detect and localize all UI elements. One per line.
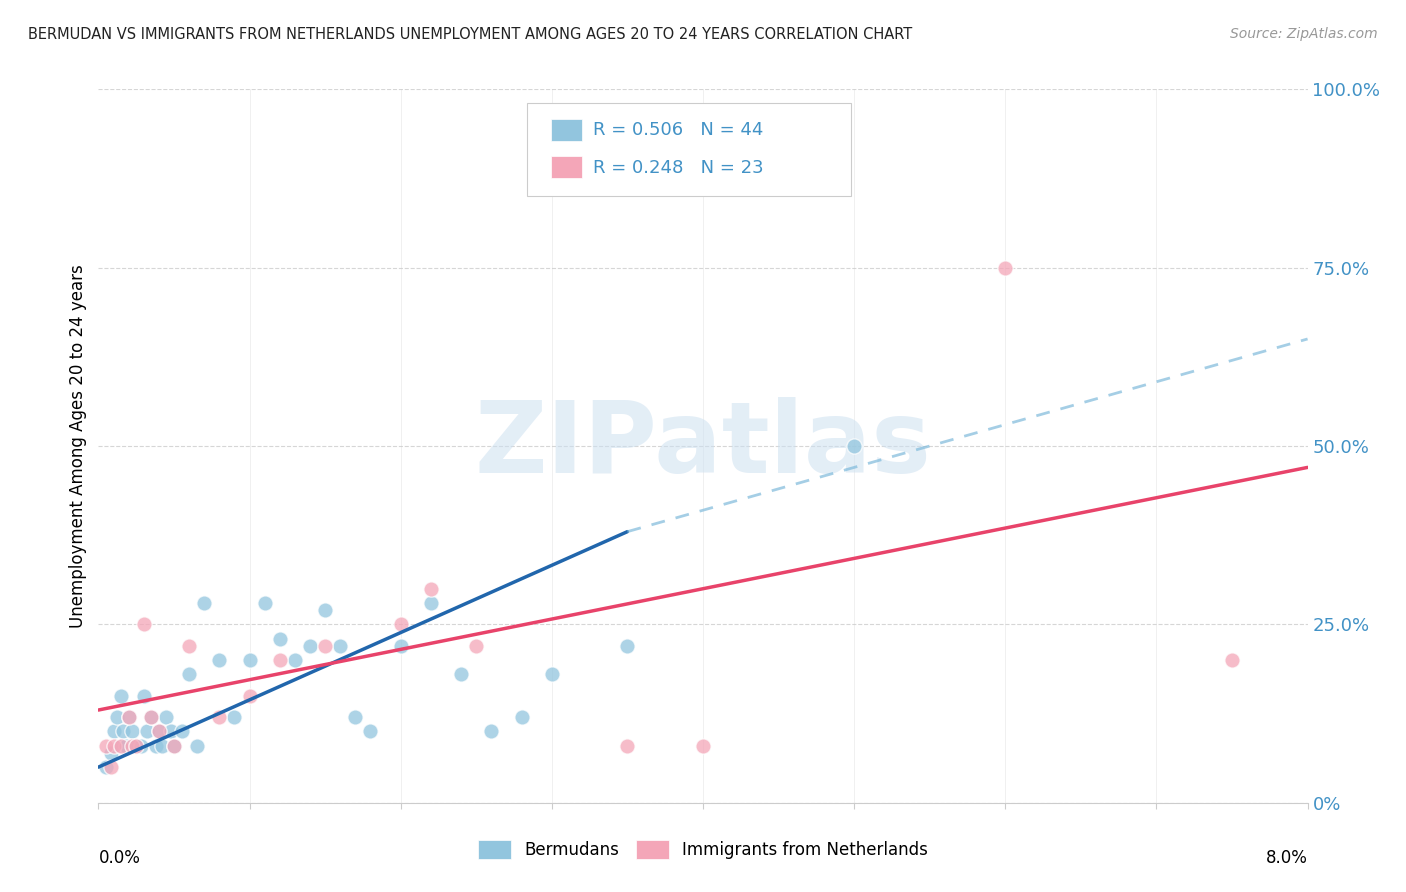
Point	[208, 710, 231, 724]
Point	[208, 653, 231, 667]
Point	[193, 596, 215, 610]
Point	[148, 724, 170, 739]
Text: R = 0.248   N = 23: R = 0.248 N = 23	[593, 159, 763, 177]
Point	[450, 667, 472, 681]
Point	[179, 639, 201, 653]
Text: 8.0%: 8.0%	[1265, 849, 1308, 867]
Point	[510, 710, 533, 724]
Point	[616, 639, 638, 653]
Point	[329, 639, 352, 653]
Point	[224, 710, 246, 724]
Point	[540, 667, 562, 681]
Point	[481, 724, 503, 739]
Point	[150, 739, 173, 753]
Point	[314, 639, 336, 653]
Point	[103, 724, 125, 739]
Point	[141, 710, 163, 724]
Point	[186, 739, 208, 753]
Point	[253, 596, 276, 610]
Legend: Bermudans, Immigrants from Netherlands: Bermudans, Immigrants from Netherlands	[471, 833, 935, 866]
Text: ZIPatlas: ZIPatlas	[475, 398, 931, 494]
Point	[284, 653, 307, 667]
Point	[994, 260, 1017, 275]
Point	[465, 639, 488, 653]
Point	[145, 739, 167, 753]
Point	[420, 582, 443, 596]
Point	[111, 724, 134, 739]
Point	[118, 710, 141, 724]
Point	[1220, 653, 1243, 667]
Point	[100, 760, 122, 774]
Point	[160, 724, 183, 739]
Text: Source: ZipAtlas.com: Source: ZipAtlas.com	[1230, 27, 1378, 41]
Point	[389, 617, 412, 632]
Point	[163, 739, 186, 753]
Point	[103, 739, 125, 753]
Point	[105, 710, 128, 724]
Point	[108, 739, 131, 753]
Point	[118, 710, 141, 724]
Text: BERMUDAN VS IMMIGRANTS FROM NETHERLANDS UNEMPLOYMENT AMONG AGES 20 TO 24 YEARS C: BERMUDAN VS IMMIGRANTS FROM NETHERLANDS …	[28, 27, 912, 42]
Point	[110, 739, 132, 753]
Point	[121, 739, 143, 753]
Point	[269, 632, 291, 646]
Point	[389, 639, 412, 653]
Point	[179, 667, 201, 681]
Point	[314, 603, 336, 617]
Point	[360, 724, 382, 739]
Point	[269, 653, 291, 667]
Text: 0.0%: 0.0%	[98, 849, 141, 867]
Text: R = 0.506   N = 44: R = 0.506 N = 44	[593, 121, 763, 139]
Point	[132, 617, 155, 632]
Point	[121, 724, 143, 739]
Point	[344, 710, 367, 724]
Point	[170, 724, 193, 739]
Y-axis label: Unemployment Among Ages 20 to 24 years: Unemployment Among Ages 20 to 24 years	[69, 264, 87, 628]
Point	[692, 739, 714, 753]
Point	[114, 739, 136, 753]
Point	[239, 653, 262, 667]
Point	[155, 710, 177, 724]
Point	[129, 739, 152, 753]
Point	[420, 596, 443, 610]
Point	[94, 760, 117, 774]
Point	[163, 739, 186, 753]
Point	[135, 724, 157, 739]
Point	[239, 689, 262, 703]
Point	[100, 746, 122, 760]
Point	[616, 739, 638, 753]
Point	[94, 739, 117, 753]
Point	[110, 689, 132, 703]
Point	[299, 639, 322, 653]
Point	[132, 689, 155, 703]
Point	[844, 439, 866, 453]
Point	[125, 739, 148, 753]
Point	[141, 710, 163, 724]
Point	[148, 724, 170, 739]
Point	[125, 739, 148, 753]
